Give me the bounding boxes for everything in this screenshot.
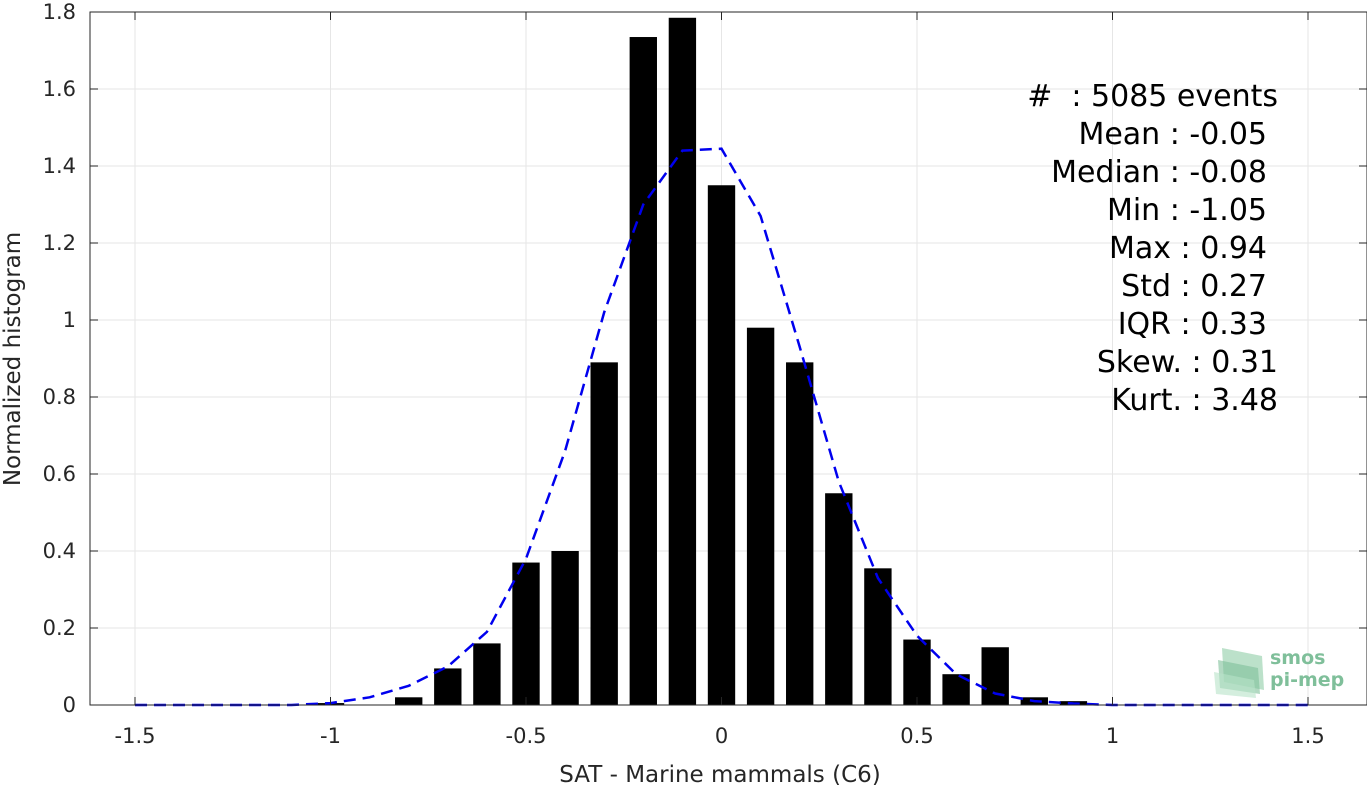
- y-tick-label: 1.6: [43, 77, 76, 101]
- histogram-bar: [707, 185, 736, 705]
- histogram-bar: [786, 362, 814, 705]
- y-tick-label: 0: [63, 693, 76, 717]
- y-tick-labels: 0 0.2 0.4 0.6 0.8 1 1.2 1.4 1.6 1.8: [43, 0, 76, 717]
- histogram-bars: [316, 17, 1088, 705]
- x-tick-label: 0: [715, 724, 728, 748]
- stat-std: Std : 0.27: [1121, 269, 1267, 304]
- x-axis-label: SAT - Marine mammals (C6): [559, 762, 881, 785]
- y-tick-label: 1.8: [43, 0, 76, 24]
- y-tick-label: 0.4: [43, 539, 76, 563]
- histogram-bar: [434, 668, 462, 705]
- x-tick-label: -1: [320, 724, 341, 748]
- histogram-bar: [629, 37, 657, 705]
- x-tick-label: -0.5: [506, 724, 547, 748]
- histogram-bar: [903, 639, 931, 705]
- axis-ticks: [90, 11, 1367, 706]
- x-tick-label: 1.5: [1291, 724, 1324, 748]
- histogram-bar: [551, 551, 579, 705]
- histogram-bar: [825, 493, 853, 705]
- y-tick-label: 1.2: [43, 231, 76, 255]
- histogram-bar: [473, 643, 501, 705]
- y-tick-label: 0.6: [43, 462, 76, 486]
- y-axis-label: Normalized histogram: [0, 232, 26, 486]
- stat-min: Min : -1.05: [1107, 193, 1267, 228]
- histogram-bar: [746, 327, 775, 705]
- logo-text-pimep: pi-mep: [1270, 669, 1344, 691]
- x-tick-label: -1.5: [115, 724, 156, 748]
- y-tick-label: 0.8: [43, 385, 76, 409]
- histogram-bar: [864, 568, 892, 705]
- y-tick-label: 1: [63, 308, 76, 332]
- histogram-bar: [512, 562, 540, 705]
- x-tick-label: 1: [1106, 724, 1119, 748]
- stat-mean: Mean : -0.05: [1078, 117, 1267, 152]
- x-tick-label: 0.5: [900, 724, 933, 748]
- logo-text-smos: smos: [1270, 647, 1325, 669]
- stats-annotation: # : 5085 events Mean : -0.05 Median : -0…: [1027, 79, 1278, 418]
- stat-iqr: IQR : 0.33: [1118, 307, 1267, 342]
- plot-frame: [89, 11, 1367, 706]
- y-tick-label: 1.4: [43, 154, 76, 178]
- stat-median: Median : -0.08: [1051, 155, 1267, 190]
- histogram-bar: [590, 362, 618, 705]
- x-tick-labels: -1.5 -1 -0.5 0 0.5 1 1.5: [115, 724, 1325, 748]
- stat-kurt: Kurt. : 3.48: [1111, 383, 1278, 418]
- histogram-bar: [395, 697, 423, 705]
- histogram-bar: [981, 647, 1009, 705]
- smos-pimep-logo: smos pi-mep: [1214, 647, 1344, 698]
- stat-events: # : 5085 events: [1027, 79, 1278, 114]
- stat-skew: Skew. : 0.31: [1097, 345, 1278, 380]
- stat-max: Max : 0.94: [1109, 231, 1267, 266]
- logo-graphic: [1214, 648, 1264, 698]
- y-tick-label: 0.2: [43, 616, 76, 640]
- histogram-bar: [668, 17, 697, 705]
